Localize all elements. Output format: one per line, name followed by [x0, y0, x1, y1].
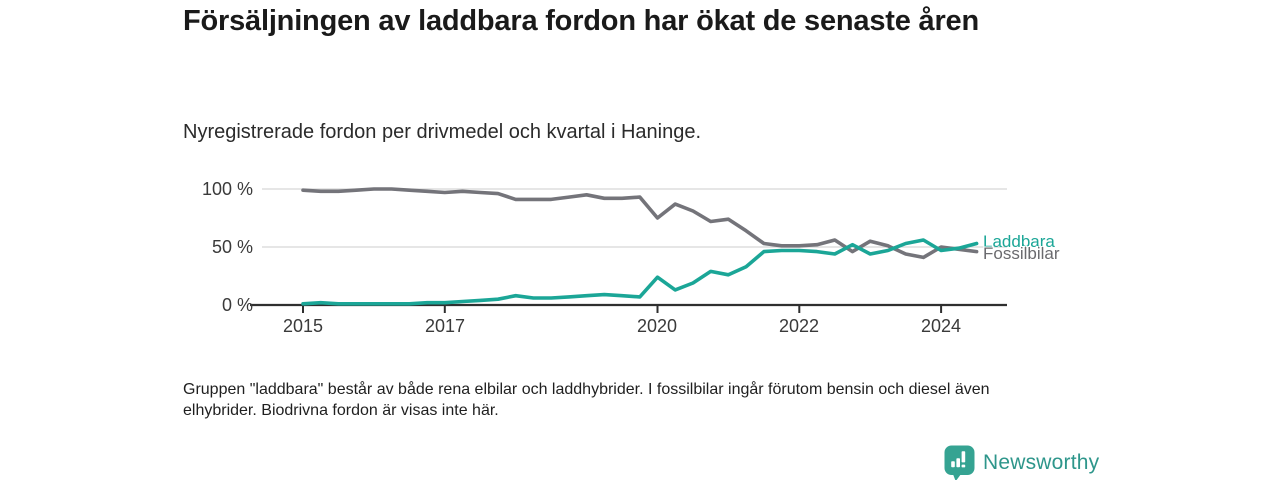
newsworthy-bubble-chart-icon	[944, 445, 975, 480]
laddbara-line	[301, 238, 979, 306]
y-axis-tick-0: 0 %	[221, 295, 253, 315]
x-axis-tick-2015: 2015	[282, 316, 324, 336]
exclamation-dot	[961, 464, 966, 467]
y-axis-tick-100: 100 %	[201, 179, 253, 199]
newsworthy-logo-text: Newsworthy	[983, 451, 1100, 474]
chart-footnote: Gruppen "laddbara" består av både rena e…	[183, 381, 990, 420]
page-title: Försäljningen av laddbara fordon har öka…	[183, 5, 979, 37]
x-axis-tick-2022: 2022	[778, 316, 820, 336]
bar-medium	[956, 457, 960, 467]
series-label-laddbara: Laddbara	[983, 232, 1055, 251]
y-axis-tick-50: 50 %	[211, 237, 253, 257]
fossilbilar-line	[301, 187, 979, 260]
x-axis-tick-2024: 2024	[920, 316, 962, 336]
x-axis-tick-2017: 2017	[424, 316, 466, 336]
newsworthy-logo: Newsworthy	[944, 445, 1100, 480]
chart-subtitle: Nyregistrerade fordon per drivmedel och …	[183, 121, 702, 143]
bar-tall-exclamation	[961, 450, 966, 462]
x-axis-tick-2020: 2020	[636, 316, 678, 336]
bar-short	[951, 460, 955, 467]
series-label-fossilbilar: Fossilbilar	[983, 244, 1060, 263]
